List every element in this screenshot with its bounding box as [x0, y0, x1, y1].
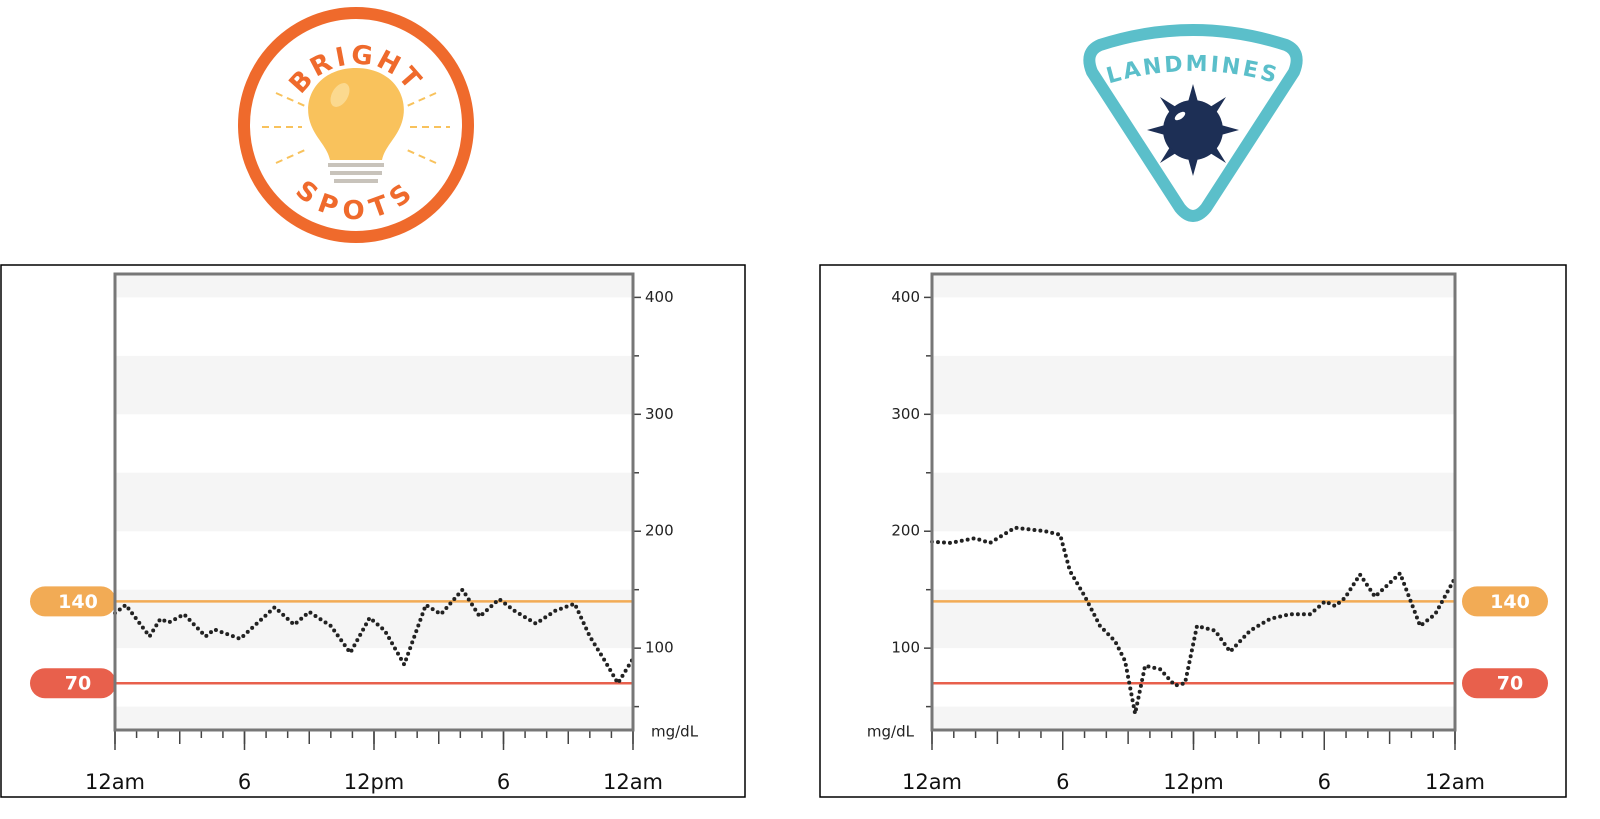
chart-frame [0, 264, 746, 798]
x-tick-label: 12pm [1163, 770, 1224, 794]
x-tick-label: 6 [1318, 770, 1331, 794]
y-tick-label: 300 [645, 405, 674, 423]
y-tick-label: 400 [645, 288, 674, 306]
bright-spots-logo: BRIGHT SPOTS [238, 7, 474, 243]
chart-frame [819, 264, 1567, 798]
band [932, 472, 1455, 532]
x-tick-label: 6 [238, 770, 251, 794]
y-tick-label: 100 [645, 639, 674, 657]
y-tick-label: 100 [891, 639, 920, 657]
band [932, 274, 1455, 298]
y-tick-label: 200 [891, 522, 920, 540]
target-badge [1462, 668, 1548, 699]
y-tick-label: 300 [891, 405, 920, 423]
y-tick-label: 200 [645, 522, 674, 540]
band [115, 355, 633, 415]
landmines-logo: LANDMINES [1083, 24, 1303, 222]
target-label: 140 [58, 591, 98, 613]
y-axis-unit: mg/dL [867, 723, 915, 741]
glucose-line [113, 587, 635, 686]
x-tick-label: 12am [603, 770, 663, 794]
x-tick-label: 12pm [344, 770, 405, 794]
x-tick-label: 12am [85, 770, 145, 794]
target-badge [1462, 586, 1548, 617]
x-tick-label: 12am [1425, 770, 1485, 794]
y-tick-label: 400 [891, 288, 920, 306]
band [115, 706, 633, 730]
plot-frame [113, 272, 635, 732]
band [932, 706, 1455, 730]
target-label: 70 [1497, 673, 1523, 695]
band [115, 274, 633, 298]
target-label: 70 [65, 673, 91, 695]
x-tick-label: 6 [1056, 770, 1069, 794]
plot-frame [930, 272, 1457, 732]
x-tick-label: 6 [497, 770, 510, 794]
target-label: 140 [1490, 591, 1530, 613]
band [115, 472, 633, 532]
x-tick-label: 12am [902, 770, 962, 794]
y-axis-unit: mg/dL [651, 723, 699, 741]
band [932, 355, 1455, 415]
target-badge [30, 586, 116, 617]
target-badge [30, 668, 116, 699]
